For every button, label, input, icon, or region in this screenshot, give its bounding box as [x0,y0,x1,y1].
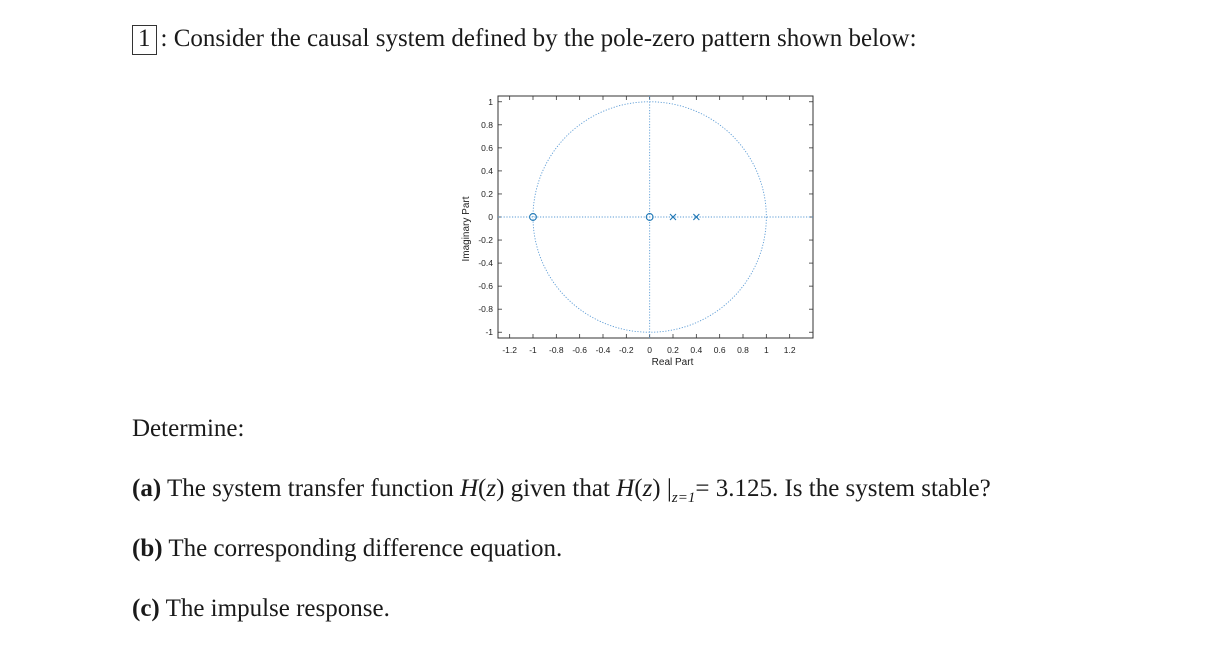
determine-heading: Determine: [132,415,245,442]
y-tick-label: -0.8 [478,304,493,314]
question-c-text: The impulse response. [165,595,390,622]
y-tick-label: 0.6 [481,143,493,153]
pole-marker [692,213,700,221]
x-axis-label: Real Part [652,357,694,368]
x-tick-label: 0.2 [667,345,679,355]
question-b-text: The corresponding difference equation. [168,535,563,562]
x-tick-label: -0.4 [596,345,611,355]
x-tick-label: -0.2 [619,345,634,355]
x-tick-label: 1.2 [784,345,796,355]
x-tick-label: 0 [647,345,652,355]
y-tick-label: 0.2 [481,189,493,199]
x-tick-label: -0.6 [572,345,587,355]
x-tick-label: -1 [529,345,537,355]
zero-marker [529,213,537,221]
y-axis-label: Imaginary Part [461,196,472,261]
x-tick-label: 0.8 [737,345,749,355]
pole-stroke [669,213,677,221]
y-tick-label: 1 [488,97,493,107]
x-tick-label: 0.4 [690,345,702,355]
question-a-text-1: The system transfer function [166,475,454,502]
problem-number-box: 1 [132,25,157,55]
question-a-z: z [486,475,497,502]
problem-header: 1: Consider the causal system defined by… [132,22,917,56]
y-tick-label: 0 [488,212,493,222]
question-b: (b) The corresponding difference equatio… [132,535,562,563]
y-tick-label: -0.6 [478,281,493,291]
y-tick-label: -1 [485,327,493,337]
pole-marker [669,213,677,221]
x-tick-label: -1.2 [502,345,517,355]
x-tick-label: -0.8 [549,345,564,355]
question-c: (c) The impulse response. [132,595,390,623]
question-a-z2: z [642,475,653,502]
question-a-subscript: z=1 [671,490,696,506]
problem-intro: : Consider the causal system defined by … [160,25,917,52]
question-a: (a) The system transfer function H(z) gi… [132,475,991,506]
pole-zero-plot: -1.2 -1 -0.8 -0.6 -0.4 -0.2 0 0.2 0.4 0.6 0.8 1 1.2 1… [461,95,814,368]
question-a-H2: H [616,475,635,502]
y-tick-label: 0.4 [481,166,493,176]
question-a-H: H [459,475,478,502]
x-tick-label: 0.6 [714,345,726,355]
question-c-label: (c) [132,595,160,622]
question-a-value: = 3.125. Is the system stable? [695,475,991,502]
zero-marker [645,213,654,221]
question-a-text-2: given that [510,475,610,502]
y-tick-label: 0.8 [481,120,493,130]
question-a-label: (a) [132,475,162,502]
x-tick-label: 1 [764,345,769,355]
y-tick-label: -0.4 [478,258,493,268]
y-tick-label: -0.2 [478,235,493,245]
question-b-label: (b) [132,535,163,562]
pole-stroke [692,213,700,221]
